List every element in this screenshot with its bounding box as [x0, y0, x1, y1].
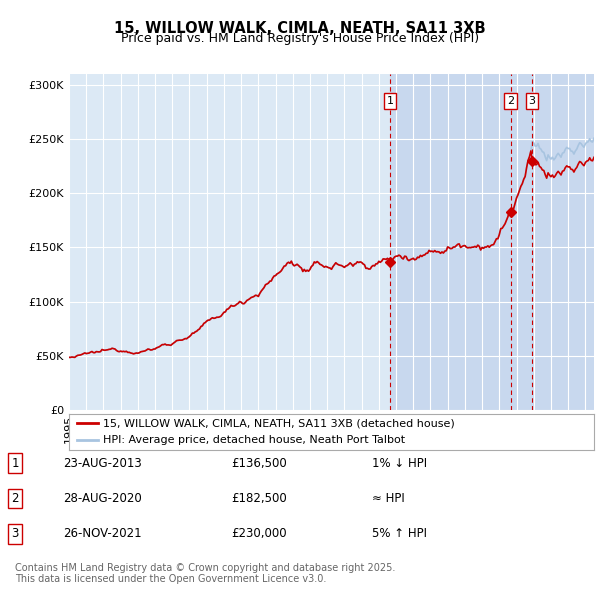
Text: 1: 1 — [386, 96, 394, 106]
Bar — [390, 74, 594, 410]
Text: 26-NOV-2021: 26-NOV-2021 — [63, 527, 142, 540]
Text: 15, WILLOW WALK, CIMLA, NEATH, SA11 3XB (detached house): 15, WILLOW WALK, CIMLA, NEATH, SA11 3XB … — [103, 418, 455, 428]
Text: 2: 2 — [507, 96, 514, 106]
Text: 3: 3 — [529, 96, 536, 106]
Text: £136,500: £136,500 — [231, 457, 287, 470]
Text: 3: 3 — [11, 527, 19, 540]
Text: ≈ HPI: ≈ HPI — [372, 492, 405, 505]
Text: 1% ↓ HPI: 1% ↓ HPI — [372, 457, 427, 470]
Text: 2: 2 — [11, 492, 19, 505]
Text: HPI: Average price, detached house, Neath Port Talbot: HPI: Average price, detached house, Neat… — [103, 435, 405, 445]
Text: 23-AUG-2013: 23-AUG-2013 — [63, 457, 142, 470]
Text: £230,000: £230,000 — [231, 527, 287, 540]
Text: This data is licensed under the Open Government Licence v3.0.: This data is licensed under the Open Gov… — [15, 574, 326, 584]
Text: 1: 1 — [11, 457, 19, 470]
Text: 15, WILLOW WALK, CIMLA, NEATH, SA11 3XB: 15, WILLOW WALK, CIMLA, NEATH, SA11 3XB — [114, 21, 486, 35]
Text: 28-AUG-2020: 28-AUG-2020 — [63, 492, 142, 505]
Text: £182,500: £182,500 — [231, 492, 287, 505]
Text: Price paid vs. HM Land Registry's House Price Index (HPI): Price paid vs. HM Land Registry's House … — [121, 32, 479, 45]
Text: Contains HM Land Registry data © Crown copyright and database right 2025.: Contains HM Land Registry data © Crown c… — [15, 563, 395, 573]
Text: 5% ↑ HPI: 5% ↑ HPI — [372, 527, 427, 540]
